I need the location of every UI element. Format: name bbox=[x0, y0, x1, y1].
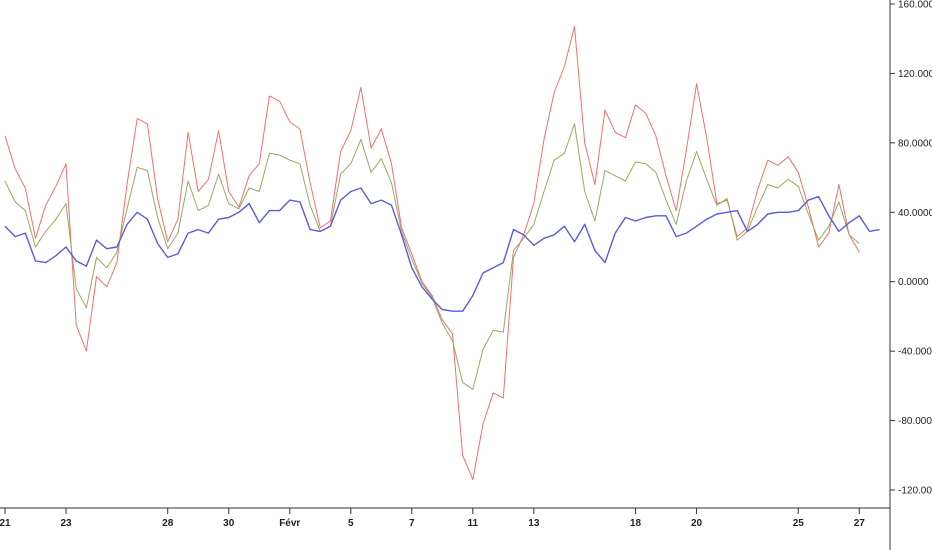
y-tick-label: 120.0000 bbox=[898, 69, 932, 80]
x-tick-label: Févr bbox=[279, 518, 300, 529]
x-tick-label: 27 bbox=[854, 518, 866, 529]
x-tick-label: 25 bbox=[793, 518, 805, 529]
x-tick-label: 30 bbox=[223, 518, 235, 529]
series-line-3 bbox=[4, 187, 880, 312]
x-tick-label: 7 bbox=[409, 518, 415, 529]
x-tick-label: 23 bbox=[60, 518, 72, 529]
x-tick-label: 11 bbox=[468, 518, 479, 529]
y-tick-label: 0.0000 bbox=[898, 277, 929, 288]
x-tick-label: 28 bbox=[162, 518, 174, 529]
x-tick-label: 13 bbox=[528, 518, 540, 529]
x-tick-label: 5 bbox=[348, 518, 354, 529]
y-tick-label: -80.0000 bbox=[898, 416, 932, 427]
y-tick-label: 40.0000 bbox=[898, 208, 932, 219]
y-tick-label: 160.0000 bbox=[898, 0, 932, 11]
y-tick-label: 80.0000 bbox=[898, 138, 932, 149]
y-tick-label: -120.0000 bbox=[898, 486, 932, 497]
y-tick-label: -40.0000 bbox=[898, 347, 932, 358]
series-line-2 bbox=[4, 123, 860, 390]
x-tick-label: 18 bbox=[630, 518, 642, 529]
x-axis-ticks: 21 23 28 30 Févr 5 7 11 13 18 20 25 27 bbox=[0, 508, 865, 529]
series-line-1 bbox=[4, 26, 860, 481]
x-tick-label: 21 bbox=[0, 518, 11, 529]
y-axis-ticks: 160.0000 120.0000 80.0000 40.0000 0.0000 -40.… bbox=[890, 0, 932, 497]
series-layer bbox=[4, 26, 880, 481]
x-tick-label: 20 bbox=[691, 518, 703, 529]
